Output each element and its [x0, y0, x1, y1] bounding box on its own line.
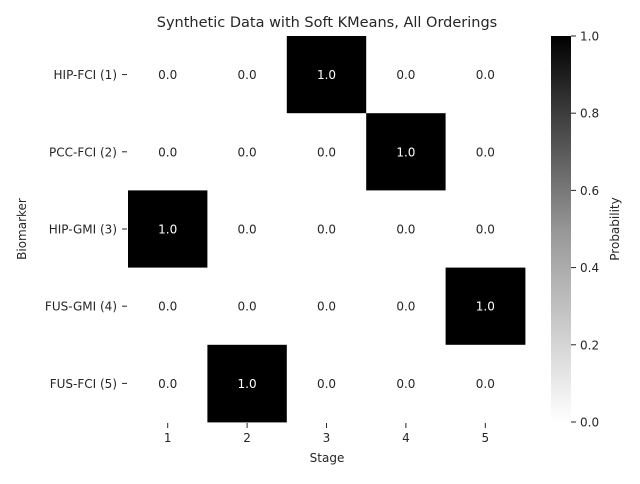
cell-value-label: 1.0 — [158, 223, 177, 237]
cell-value-label: 0.0 — [238, 300, 257, 314]
cell-value-label: 0.0 — [476, 68, 495, 82]
heatmap-cell-r1-c2 — [207, 36, 288, 114]
cell-value-label: 0.0 — [238, 145, 257, 159]
heatmap-cell-r5-c1 — [128, 344, 208, 423]
cell-value-label: 0.0 — [476, 145, 495, 159]
heatmap-cell-r3-c2 — [207, 190, 288, 268]
x-axis-label: Stage — [310, 451, 345, 465]
heatmap-cell-r3-c5 — [445, 190, 526, 268]
heatmap-cell-r1-c1 — [128, 36, 208, 114]
cell-value-label: 0.0 — [476, 377, 495, 391]
x-axis-ticks: 1 2 3 4 5 — [164, 423, 489, 445]
heatmap-cell-r2-c5 — [445, 113, 526, 191]
x-tick-label: 2 — [243, 431, 251, 445]
cell-value-label: 0.0 — [396, 223, 415, 237]
y-axis-label: Biomarker — [15, 198, 29, 260]
cell-value-label: 0.0 — [317, 145, 336, 159]
heatmap-cell-r2-c3 — [286, 113, 367, 191]
heatmap-cell-r1-c3 — [286, 36, 367, 114]
colorbar — [551, 36, 571, 422]
cell-value-label: 1.0 — [396, 145, 415, 159]
y-tick-label: HIP-FCI (1) — [54, 68, 118, 82]
cell-value-label: 0.0 — [476, 223, 495, 237]
cell-value-label: 0.0 — [317, 300, 336, 314]
heatmap-cell-r4-c5 — [445, 267, 526, 346]
cell-value-label: 0.0 — [238, 223, 257, 237]
heatmap-cell-r4-c4 — [366, 267, 446, 346]
chart-title: Synthetic Data with Soft KMeans, All Ord… — [157, 15, 497, 31]
y-tick-label: FUS-FCI (5) — [50, 377, 117, 391]
colorbar-ticks: 0.0 0.2 0.4 0.6 0.8 1.0 — [571, 30, 599, 430]
x-tick-label: 3 — [323, 431, 331, 445]
y-axis-ticks: HIP-FCI (1) PCC-FCI (2) HIP-GMI (3) FUS-GMI… — [45, 68, 127, 391]
cell-value-label: 0.0 — [317, 377, 336, 391]
cell-value-label: 1.0 — [317, 68, 336, 82]
cell-value-label: 0.0 — [158, 377, 177, 391]
colorbar-tick-label: 0.2 — [580, 338, 599, 352]
heatmap-cell-r3-c4 — [366, 190, 446, 268]
colorbar-tick-label: 0.4 — [580, 261, 599, 275]
heatmap-cell-r1-c4 — [366, 36, 446, 114]
cell-value-label: 0.0 — [396, 300, 415, 314]
y-tick-label: HIP-GMI (3) — [49, 223, 117, 237]
cell-value-label: 0.0 — [238, 68, 257, 82]
cell-value-label: 0.0 — [396, 68, 415, 82]
cell-value-label: 0.0 — [158, 145, 177, 159]
x-tick-label: 4 — [402, 431, 410, 445]
heatmap-cells — [128, 36, 526, 423]
colorbar-tick-label: 0.6 — [580, 184, 599, 198]
heatmap-cell-r4-c1 — [128, 267, 208, 346]
heatmap-cell-r3-c1 — [128, 190, 208, 268]
heatmap-cell-r1-c5 — [445, 36, 526, 114]
heatmap-cell-r4-c2 — [207, 267, 288, 346]
heatmap-cell-r2-c1 — [128, 113, 208, 191]
colorbar-label: Probability — [608, 197, 622, 260]
heatmap-cell-r5-c2 — [207, 344, 288, 423]
heatmap-cell-r4-c3 — [286, 267, 367, 346]
heatmap-cell-labels: 0.0 0.0 1.0 0.0 0.0 0.0 0.0 0.0 1.0 0.0 1.0 0.0 0.0 0… — [158, 68, 495, 391]
heatmap-cell-r3-c3 — [286, 190, 367, 268]
colorbar-tick-label: 1.0 — [580, 30, 599, 44]
heatmap-cell-r5-c4 — [366, 344, 446, 423]
cell-value-label: 1.0 — [476, 300, 495, 314]
cell-value-label: 0.0 — [158, 300, 177, 314]
cell-value-label: 0.0 — [158, 68, 177, 82]
heatmap-cell-r2-c2 — [207, 113, 288, 191]
colorbar-tick-label: 0.8 — [580, 107, 599, 121]
y-tick-label: FUS-GMI (4) — [45, 300, 117, 314]
cell-value-label: 1.0 — [238, 377, 257, 391]
heatmap-cell-r5-c5 — [445, 344, 526, 423]
x-tick-label: 5 — [481, 431, 489, 445]
cell-value-label: 0.0 — [396, 377, 415, 391]
colorbar-tick-label: 0.0 — [580, 416, 599, 430]
x-tick-label: 1 — [164, 431, 172, 445]
y-tick-label: PCC-FCI (2) — [49, 145, 117, 159]
heatmap-cell-r5-c3 — [286, 344, 367, 423]
heatmap-cell-r2-c4 — [366, 113, 446, 191]
cell-value-label: 0.0 — [317, 223, 336, 237]
